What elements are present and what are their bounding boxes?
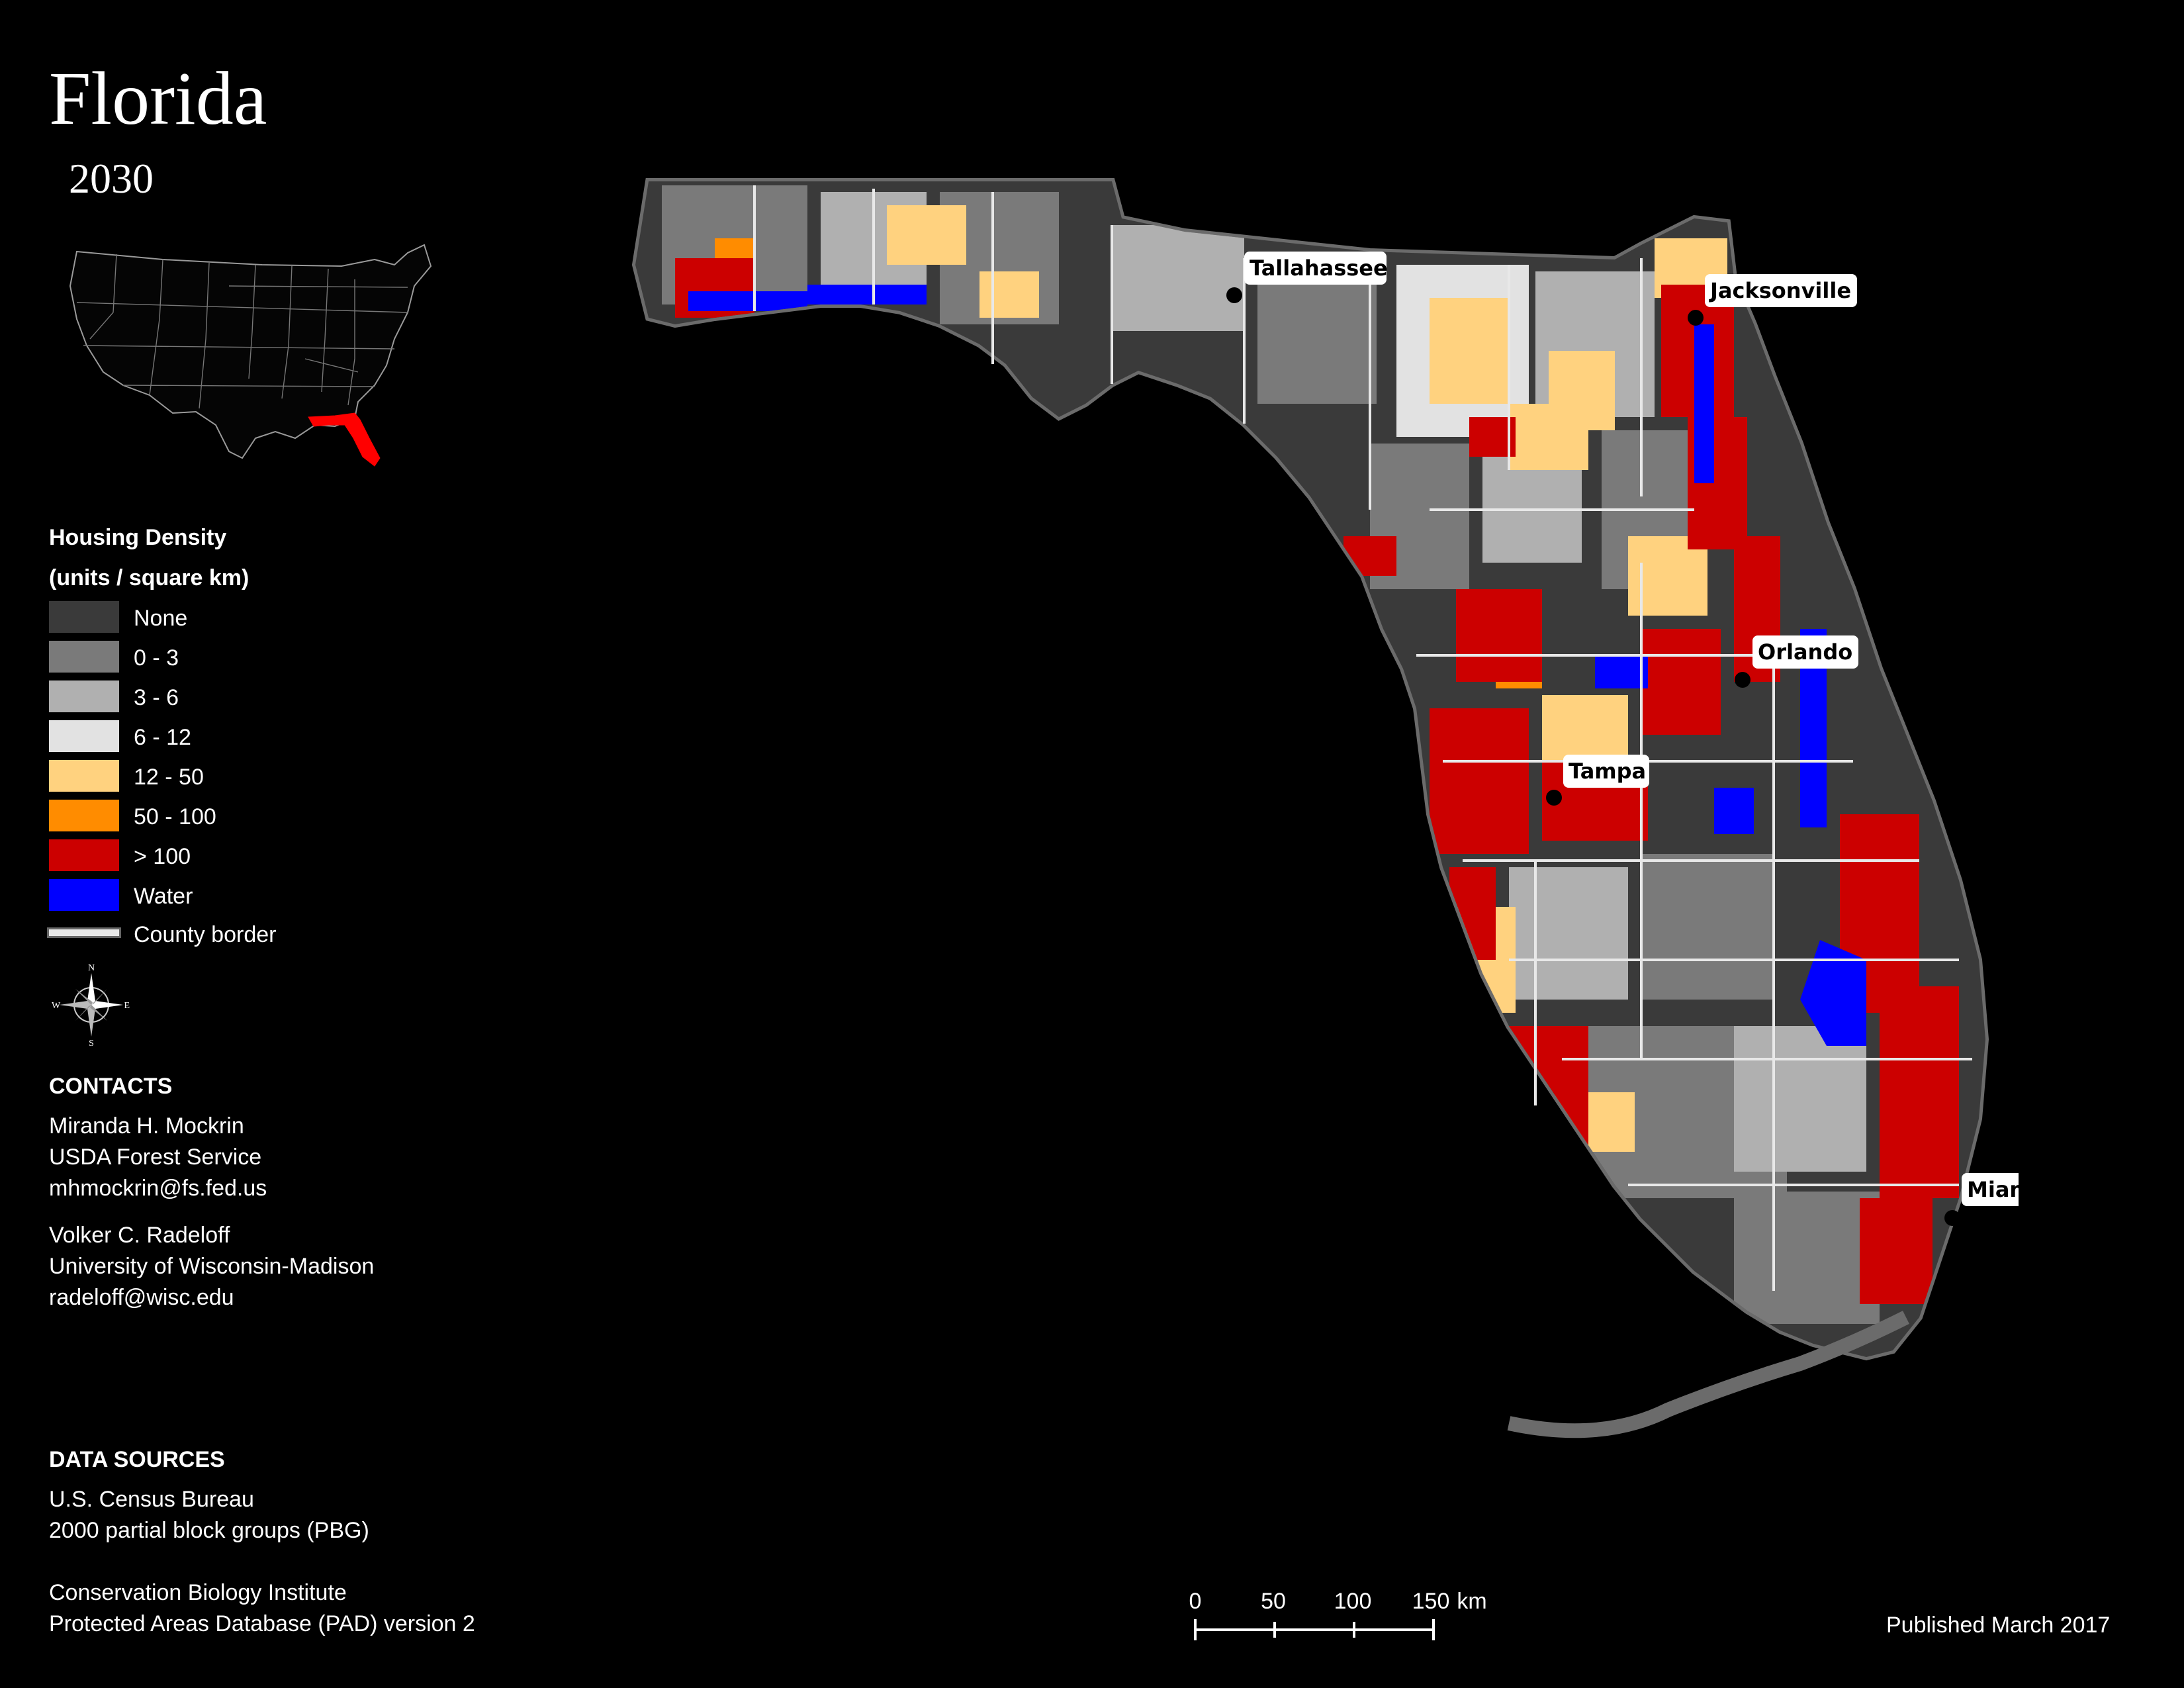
city-label: Jacksonville [1709,278,1851,303]
legend-item-12-50: 12 - 50 [49,757,446,794]
legend-item-6-12: 6 - 12 [49,718,446,755]
compass-n: N [88,963,95,973]
data-sources-heading: DATA SOURCES [49,1447,225,1472]
legend-item-water: Water [49,876,446,914]
data-source-line: Conservation Biology Institute [49,1580,347,1605]
published-date: Published March 2017 [1886,1613,2111,1638]
florida-highlight [308,412,381,467]
contact-org: University of Wisconsin-Madison [49,1254,375,1279]
city-jacksonville: Jacksonville [1688,274,1857,326]
legend-label: County border [134,922,277,947]
city-label: Miami [1967,1177,2019,1202]
legend-item-county-border: County border [49,915,446,952]
florida-housing-density-map: Tallahassee Jacksonville Orlando Tampa M… [631,178,2019,1438]
map-year: 2030 [69,155,154,202]
legend-label: 12 - 50 [134,765,204,790]
legend-label: 3 - 6 [134,685,179,710]
compass-w: W [52,1001,61,1011]
compass-s: S [89,1039,94,1047]
legend-swatch [49,879,119,911]
city-label: Tampa [1569,759,1646,784]
lake-okeechobee [1800,940,1866,1046]
legend-swatch [49,839,119,871]
scale-tick-label: 0 [1189,1589,1202,1614]
scale-bar: 0 50 100 150 km [1189,1589,1487,1640]
city-tallahassee: Tallahassee [1226,252,1388,303]
city-label: Orlando [1758,639,1852,665]
scale-tick-label: 150 [1412,1589,1450,1614]
legend-swatch [49,680,119,712]
legend-swatch [49,760,119,792]
map-title: Florida [49,56,267,140]
compass-e: E [124,1001,130,1011]
legend-label: 0 - 3 [134,645,179,671]
legend-label: > 100 [134,844,191,869]
scale-tick-label: 100 [1334,1589,1372,1614]
legend-title-line1: Housing Density [49,525,227,550]
legend-swatch [49,720,119,752]
city-label: Tallahassee [1250,256,1388,281]
legend-item-3-6: 3 - 6 [49,678,446,715]
contact-name: Volker C. Radeloff [49,1223,230,1248]
legend-swatch [49,601,119,633]
density-patches [635,181,1985,1357]
county-borders [753,185,1972,1291]
legend-item-over-100: > 100 [49,837,446,874]
legend-label: None [134,606,188,631]
contact-name: Miranda H. Mockrin [49,1113,244,1139]
contact-email[interactable]: radeloff@wisc.edu [49,1285,234,1310]
scale-tick-label: 50 [1261,1589,1286,1614]
legend-label: 50 - 100 [134,804,216,829]
data-source-line: 2000 partial block groups (PBG) [49,1518,369,1543]
contacts-heading: CONTACTS [49,1074,173,1099]
city-orlando: Orlando [1735,635,1858,688]
legend-title: Housing Density (units / square km) [49,518,249,598]
county-border-swatch [49,929,119,936]
legend-item-0-3: 0 - 3 [49,638,446,675]
data-source-line: Protected Areas Database (PAD) version 2 [49,1611,475,1636]
legend-title-line2: (units / square km) [49,565,250,591]
legend-label: Water [134,884,193,909]
scale-unit: km [1457,1589,1486,1614]
contact-org: USDA Forest Service [49,1145,262,1170]
contact-email[interactable]: mhmockrin@fs.fed.us [49,1176,267,1201]
city-tampa: Tampa [1546,755,1649,806]
florida-keys [1507,1311,1909,1438]
legend-item-none: None [49,598,446,635]
city-miami: Miami [1944,1173,2019,1226]
data-source-line: U.S. Census Bureau [49,1487,254,1512]
legend-item-50-100: 50 - 100 [49,797,446,834]
state-borders [76,254,408,409]
legend-swatch [49,800,119,831]
compass-rose-icon: N S E W [52,963,130,1047]
legend-swatch [49,641,119,673]
legend-label: 6 - 12 [134,725,191,750]
us-locator-map [69,244,432,467]
